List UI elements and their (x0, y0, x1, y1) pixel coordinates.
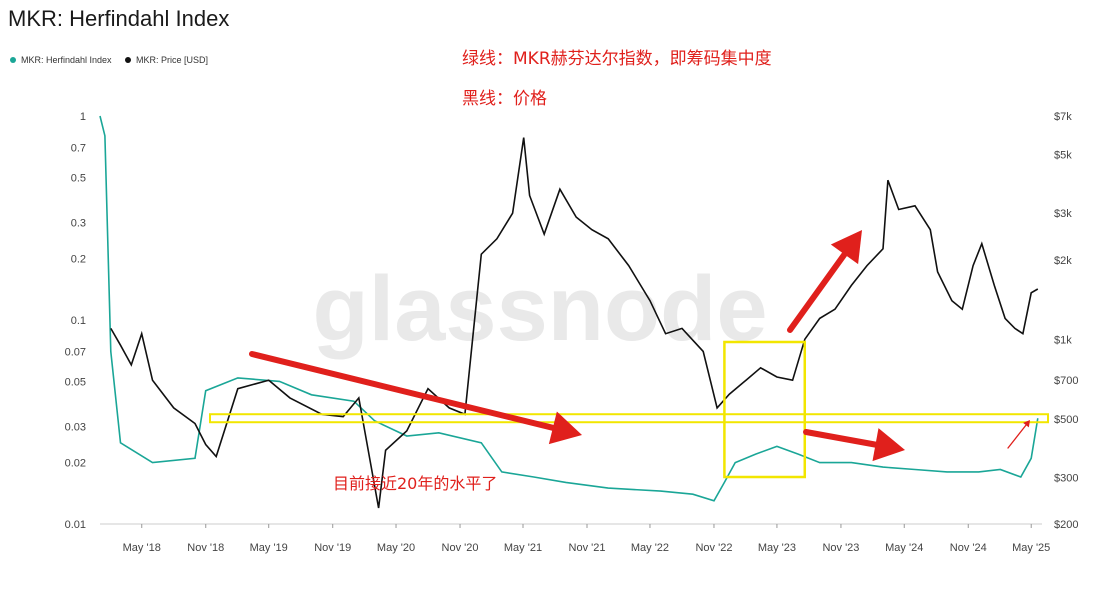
x-tick-label: May '20 (377, 542, 415, 554)
x-tick-label: Nov '23 (822, 542, 859, 554)
right-axis-tick-label: $7k (1054, 111, 1072, 123)
x-tick-label: Nov '24 (950, 542, 987, 554)
left-axis-tick-label: 0.5 (71, 172, 86, 184)
x-tick-label: May '23 (758, 542, 796, 554)
legend-label: MKR: Price [USD] (136, 55, 209, 65)
downtrend-arrow (249, 351, 582, 445)
right-axis-tick-label: $2k (1054, 255, 1072, 267)
x-tick-label: May '21 (504, 542, 542, 554)
legend-dot-icon (125, 57, 131, 63)
left-axis-tick-label: 0.1 (71, 315, 86, 327)
right-axis-tick-label: $5k (1054, 150, 1072, 162)
left-axis-tick-label: 0.3 (71, 218, 86, 230)
legend-label: MKR: Herfindahl Index (21, 55, 112, 65)
x-tick-label: Nov '18 (187, 542, 224, 554)
x-tick-label: Nov '22 (695, 542, 732, 554)
left-axis-tick-label: 1 (80, 111, 86, 123)
right-axis-tick-label: $300 (1054, 472, 1078, 484)
watermark-text: glassnode (312, 258, 767, 360)
x-tick-label: Nov '20 (442, 542, 479, 554)
x-tick-label: May '22 (631, 542, 669, 554)
right-axis-tick-label: $500 (1054, 414, 1078, 426)
left-axis-tick-label: 0.2 (71, 254, 86, 266)
green-line-note: 绿线：MKR赫芬达尔指数，即筹码集中度 (462, 49, 772, 69)
x-tick-label: Nov '19 (314, 542, 351, 554)
herfindahl-series-line (99, 115, 1039, 502)
left-axis-tick-label: 0.01 (65, 519, 86, 531)
uptrend-arrow (787, 230, 862, 333)
left-axis-tick-label: 0.02 (65, 458, 86, 470)
left-axis-tick-label: 0.05 (65, 376, 86, 388)
price-series-line (110, 137, 1039, 509)
x-tick-label: May '24 (885, 542, 923, 554)
current-level-highlight-band (209, 413, 1049, 424)
x-tick-label: May '19 (250, 542, 288, 554)
right-axis-tick-label: $3k (1054, 208, 1072, 220)
x-tick-label: May '18 (123, 542, 161, 554)
herfindahl-flat-arrow (803, 428, 905, 462)
black-line-note: 黑线：价格 (462, 89, 547, 109)
left-axis-tick-label: 0.7 (71, 143, 86, 155)
left-axis-tick-label: 0.03 (65, 422, 86, 434)
bear-market-highlight-box (723, 340, 807, 479)
recent-spike-arrow (1007, 420, 1030, 449)
left-axis-tick-label: 0.07 (65, 347, 86, 359)
right-axis-tick-label: $200 (1054, 519, 1078, 531)
x-tick-label: May '25 (1012, 542, 1050, 554)
legend-dot-icon (10, 57, 16, 63)
legend-item-herfindahl[interactable]: MKR: Herfindahl Index (10, 55, 112, 65)
right-axis-tick-label: $700 (1054, 375, 1078, 387)
legend-item-price[interactable]: MKR: Price [USD] (125, 55, 208, 65)
chart-title: MKR: Herfindahl Index (8, 6, 230, 31)
current-level-note: 目前接近20年的水平了 (333, 474, 498, 493)
x-tick-label: Nov '21 (569, 542, 606, 554)
right-axis-tick-label: $1k (1054, 334, 1072, 346)
